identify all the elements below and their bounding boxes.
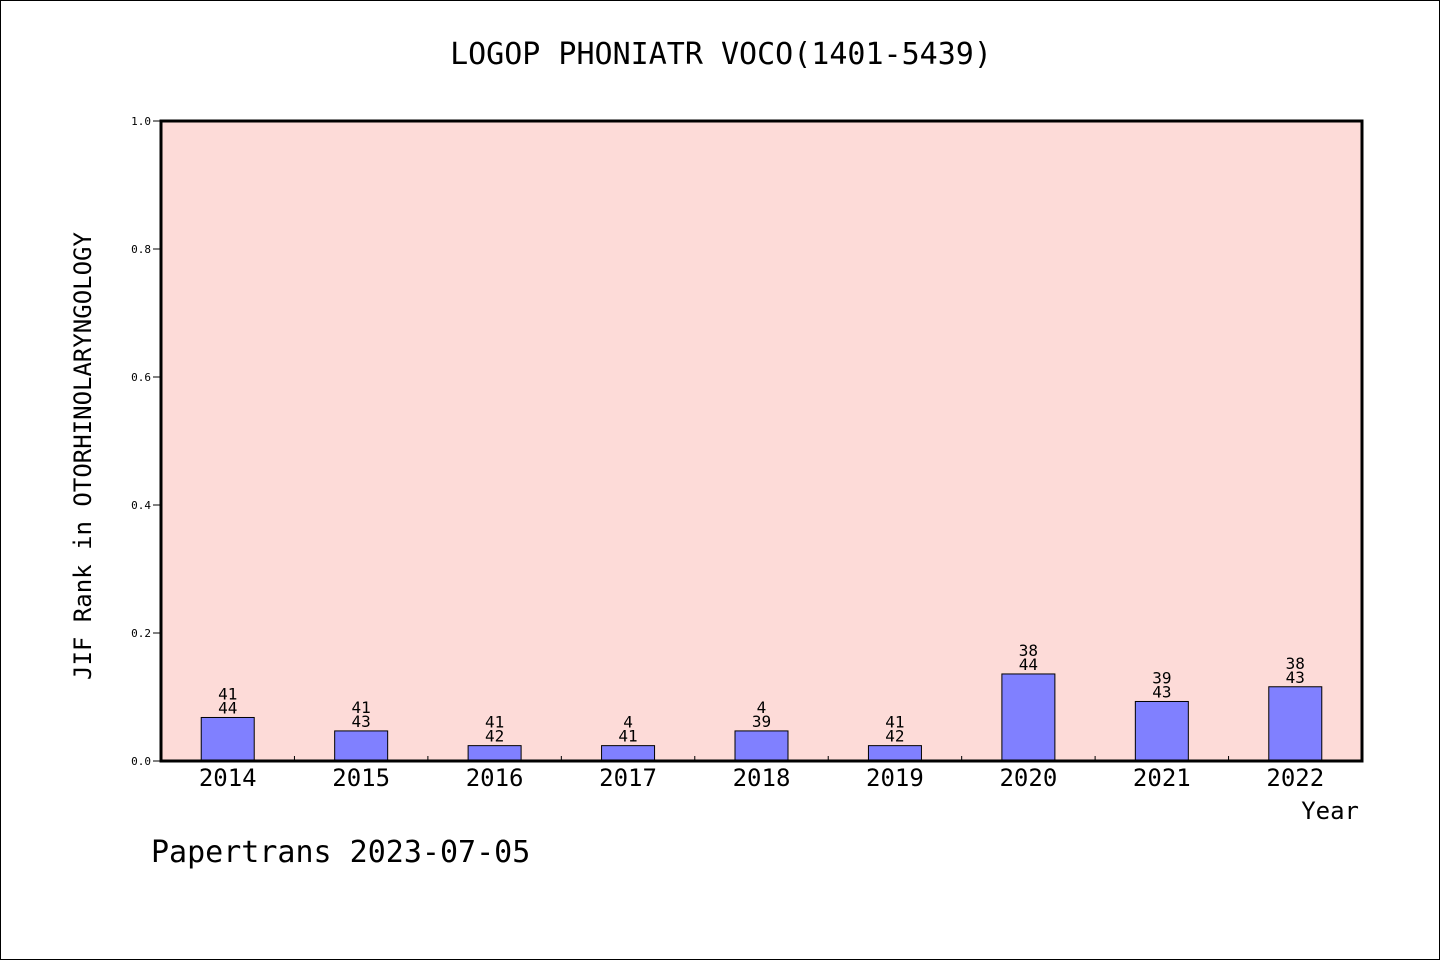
y-tick-label: 0.6 <box>131 371 151 384</box>
y-tick-label: 1.0 <box>131 115 151 128</box>
bar-label-total: 43 <box>1286 668 1305 687</box>
bar-label-total: 44 <box>1019 655 1038 674</box>
bar-label-rank: 4 <box>623 713 633 732</box>
bar <box>334 730 389 762</box>
y-tick-label: 0.4 <box>131 499 151 512</box>
bar-label-total: 44 <box>218 698 237 717</box>
footer-credit: Papertrans 2023-07-05 <box>151 835 531 870</box>
bar-label-rank: 38 <box>1019 641 1038 660</box>
bar <box>200 716 255 762</box>
bar-label-rank: 41 <box>218 684 237 703</box>
bar-label-rank: 41 <box>885 713 904 732</box>
plot-border <box>159 119 1364 763</box>
bar-label-rank: 41 <box>352 698 371 717</box>
bar-label-rank: 41 <box>485 713 504 732</box>
bar-label-total: 39 <box>752 712 771 731</box>
bar <box>1268 686 1323 762</box>
bar <box>601 745 656 762</box>
bar-label-rank: 4 <box>757 698 767 717</box>
bar-label-total: 42 <box>885 727 904 746</box>
bar-label-total: 43 <box>352 712 371 731</box>
x-tick-label: 2015 <box>332 764 390 792</box>
x-tick-label: 2017 <box>599 764 657 792</box>
x-axis-label: Year <box>1301 797 1359 825</box>
bar-label-total: 42 <box>485 727 504 746</box>
bar <box>467 745 522 762</box>
bar <box>734 730 789 762</box>
bar-label-total: 43 <box>1152 682 1171 701</box>
x-tick-label: 2019 <box>866 764 924 792</box>
y-tick-label: 0.8 <box>131 243 151 256</box>
bar-label-rank: 39 <box>1152 668 1171 687</box>
y-tick-label: 0.0 <box>131 755 151 768</box>
x-tick-label: 2020 <box>999 764 1057 792</box>
plot-area <box>161 121 1362 761</box>
bar <box>867 745 922 762</box>
x-tick-label: 2018 <box>733 764 791 792</box>
x-tick-label: 2016 <box>466 764 524 792</box>
y-tick-label: 0.2 <box>131 627 151 640</box>
chart-title: LOGOP PHONIATR VOCO(1401-5439) <box>450 37 992 72</box>
x-tick-label: 2014 <box>199 764 257 792</box>
bar-label-rank: 38 <box>1286 654 1305 673</box>
x-tick-label: 2022 <box>1266 764 1324 792</box>
bar-label-total: 41 <box>618 727 637 746</box>
bar <box>1001 673 1056 762</box>
bar <box>1134 700 1189 762</box>
x-tick-label: 2021 <box>1133 764 1191 792</box>
